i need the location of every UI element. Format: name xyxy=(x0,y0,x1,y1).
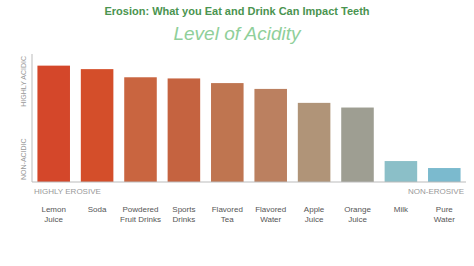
category-label-line: Flavored xyxy=(255,205,286,214)
category-label-line: Drinks xyxy=(173,215,196,224)
category-label: FlavoredWater xyxy=(255,205,286,224)
category-label-line: Soda xyxy=(88,205,107,214)
subtitle: Level of Acidity xyxy=(173,23,302,44)
category-label-line: Juice xyxy=(44,215,63,224)
category-label-line: Water xyxy=(434,215,455,224)
category-label-line: Apple xyxy=(304,205,325,214)
bar xyxy=(341,108,374,182)
category-label-line: Milk xyxy=(394,205,409,214)
title: Erosion: What you Eat and Drink Can Impa… xyxy=(104,5,369,17)
bar xyxy=(124,77,157,182)
bar xyxy=(211,83,244,182)
category-label: LemonJuice xyxy=(41,205,65,224)
category-label-line: Juice xyxy=(348,215,367,224)
category-label: PureWater xyxy=(434,205,455,224)
annotation: NON-EROSIVE xyxy=(408,187,464,196)
category-label: PowderedFruit Drinks xyxy=(120,205,161,224)
category-label-line: Tea xyxy=(221,215,234,224)
category-label-line: Flavored xyxy=(212,205,243,214)
category-label-line: Powdered xyxy=(122,205,158,214)
bar xyxy=(428,168,461,182)
category-label: SportsDrinks xyxy=(172,205,195,224)
bars xyxy=(37,66,460,182)
category-label: OrangeJuice xyxy=(344,205,371,224)
bar xyxy=(168,78,201,182)
category-label: Soda xyxy=(88,205,107,214)
chart: Erosion: What you Eat and Drink Can Impa… xyxy=(0,0,474,266)
category-label: AppleJuice xyxy=(304,205,325,224)
category-label-line: Water xyxy=(260,215,281,224)
bar xyxy=(385,161,418,182)
category-label: FlavoredTea xyxy=(212,205,243,224)
bar xyxy=(37,66,70,182)
bar xyxy=(298,103,331,182)
bar xyxy=(254,89,287,182)
category-label-line: Pure xyxy=(436,205,453,214)
category-label-line: Fruit Drinks xyxy=(120,215,161,224)
category-label-line: Orange xyxy=(344,205,371,214)
y-axis-line xyxy=(32,54,33,182)
annotation: HIGHLY EROSIVE xyxy=(34,187,101,196)
category-label-line: Sports xyxy=(172,205,195,214)
bar xyxy=(81,69,114,182)
category-label-line: Lemon xyxy=(41,205,65,214)
category-label: Milk xyxy=(394,205,409,214)
annotation: NON-ACIDIC xyxy=(20,138,27,180)
annotation: HIGHLY ACIDIC xyxy=(20,56,27,107)
x-axis-line xyxy=(32,182,466,183)
category-label-line: Juice xyxy=(305,215,324,224)
